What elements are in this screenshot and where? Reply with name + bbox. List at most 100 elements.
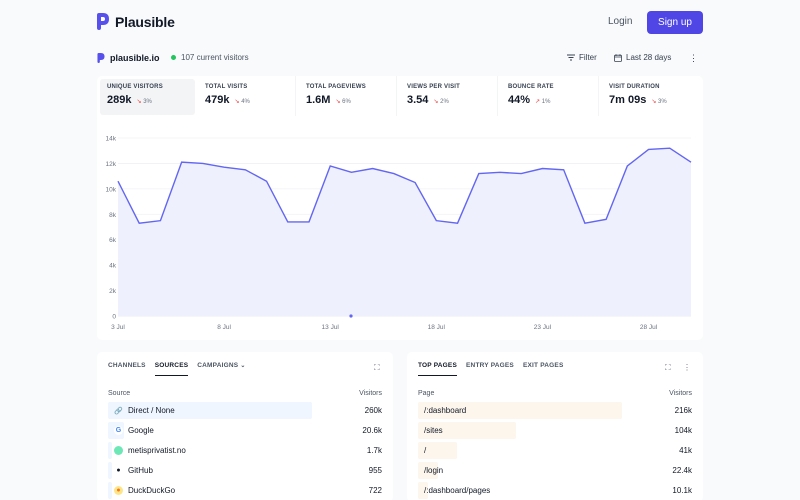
sources-tabs: CHANNELS SOURCES CAMPAIGNS ⌄ [108, 362, 246, 376]
column-header-page: Page [418, 390, 435, 397]
row-label: / [424, 446, 427, 455]
link-icon: 🔗 [114, 407, 123, 415]
row-label: /:dashboard/pages [424, 486, 491, 495]
tab-channels[interactable]: CHANNELS [108, 362, 146, 369]
duckduckgo-icon: ● [114, 486, 123, 495]
top-nav: Plausible Login Sign up [0, 0, 800, 46]
tab-entry-pages[interactable]: ENTRY PAGES [466, 362, 514, 369]
site-favicon-icon [97, 53, 105, 63]
list-item[interactable]: metisprivatist.no 1.7k [108, 442, 382, 459]
sources-card: CHANNELS SOURCES CAMPAIGNS ⌄ ⛶ Source Vi… [97, 352, 393, 500]
row-value: 1.7k [366, 446, 382, 455]
tab-campaigns[interactable]: CAMPAIGNS ⌄ [197, 362, 246, 369]
filter-label: Filter [579, 53, 597, 62]
list-item[interactable]: /login 22.4k [418, 462, 692, 479]
plausible-logo-icon [97, 13, 109, 30]
row-bar [418, 482, 429, 499]
site-header: plausible.io 107 current visitors Filter… [97, 52, 703, 68]
y-tick-label: 0 [112, 314, 116, 321]
metric-total-visits[interactable]: TOTAL VISITS 479k ↘ 4% [195, 76, 296, 116]
x-tick-label: 3 Jul [111, 324, 125, 331]
list-item[interactable]: /sites 104k [418, 422, 692, 439]
arrow-down-icon: ↘ [136, 99, 142, 105]
metric-change: ↘ 4% [234, 99, 250, 105]
list-item[interactable]: G Google 20.6k [108, 422, 382, 439]
metric-views-per-visit[interactable]: VIEWS PER VISIT 3.54 ↘ 2% [397, 76, 498, 116]
more-options-icon[interactable]: ⋮ [689, 53, 698, 63]
filter-button[interactable]: Filter [567, 53, 597, 62]
annotation-marker-icon[interactable] [349, 314, 353, 318]
row-bar [108, 402, 312, 419]
row-bar [418, 422, 516, 439]
y-tick-label: 6k [109, 237, 117, 244]
list-item[interactable]: /:dashboard/pages 10.1k [418, 482, 692, 499]
list-item[interactable]: /:dashboard 216k [418, 402, 692, 419]
metric-bounce-rate[interactable]: BOUNCE RATE 44% ↗ 1% [498, 76, 599, 116]
list-item[interactable]: ● GitHub 955 [108, 462, 382, 479]
date-range-picker[interactable]: Last 28 days [614, 53, 671, 62]
google-icon: G [114, 426, 123, 435]
metric-unique-visitors[interactable]: UNIQUE VISITORS 289k ↘ 3% [100, 79, 195, 115]
row-value: 10.1k [672, 486, 692, 495]
expand-icon[interactable]: ⛶ [374, 363, 380, 372]
more-options-icon[interactable]: ⋮ [683, 363, 691, 372]
arrow-up-icon: ↗ [535, 99, 541, 105]
row-label: /sites [424, 426, 443, 435]
row-label: /login [424, 466, 444, 475]
live-dot-icon [171, 55, 176, 60]
metric-change: ↘ 3% [136, 99, 152, 105]
metric-change: ↘ 3% [651, 99, 667, 105]
filter-icon [567, 54, 575, 61]
metric-value: 7m 09s [609, 94, 647, 106]
arrow-down-icon: ↘ [234, 99, 240, 105]
brand-name: Plausible [115, 13, 175, 30]
metric-label: BOUNCE RATE [508, 84, 554, 90]
list-item[interactable]: / 41k [418, 442, 692, 459]
metric-total-pageviews[interactable]: TOTAL PAGEVIEWS 1.6M ↘ 6% [296, 76, 397, 116]
list-item[interactable]: 🔗 Direct / None 260k [108, 402, 382, 419]
row-value: 41k [679, 446, 692, 455]
row-bar [108, 482, 112, 499]
calendar-icon [614, 53, 622, 62]
row-value: 216k [674, 406, 692, 415]
arrow-down-icon: ↘ [335, 99, 341, 105]
metric-change: ↘ 6% [335, 99, 351, 105]
pages-tabs: TOP PAGES ENTRY PAGES EXIT PAGES [418, 362, 564, 376]
x-tick-label: 23 Jul [534, 324, 552, 331]
brand-logo[interactable]: Plausible [97, 13, 175, 30]
y-tick-label: 8k [109, 212, 117, 219]
site-switcher[interactable]: plausible.io [97, 53, 160, 63]
tab-sources[interactable]: SOURCES [154, 362, 189, 376]
tab-exit-pages[interactable]: EXIT PAGES [522, 362, 564, 369]
row-value: 22.4k [672, 466, 692, 475]
site-name: plausible.io [110, 53, 160, 63]
list-item[interactable]: ● DuckDuckGo 722 [108, 482, 382, 499]
row-value: 722 [368, 486, 382, 495]
signup-button[interactable]: Sign up [647, 11, 703, 34]
x-tick-label: 28 Jul [640, 324, 658, 331]
visitors-chart[interactable]: 0 2k 4k 6k 8k 10k 12k 14k 3 Jul 8 Jul 13 Jul 18 Jul… [97, 128, 703, 340]
row-value: 260k [364, 406, 382, 415]
metric-change: ↘ 2% [433, 99, 449, 105]
x-tick-label: 8 Jul [217, 324, 231, 331]
current-visitors[interactable]: 107 current visitors [171, 53, 249, 62]
row-label: ● DuckDuckGo [114, 486, 175, 495]
x-tick-label: 13 Jul [322, 324, 340, 331]
date-range-label: Last 28 days [626, 53, 672, 62]
tab-top-pages[interactable]: TOP PAGES [418, 362, 458, 376]
login-link[interactable]: Login [608, 16, 633, 27]
metric-value: 1.6M [306, 94, 331, 106]
row-label: G Google [114, 426, 154, 435]
current-visitors-label: 107 current visitors [181, 53, 249, 62]
row-label: metisprivatist.no [114, 446, 186, 455]
column-header-source: Source [108, 390, 131, 397]
expand-icon[interactable]: ⛶ [665, 363, 671, 372]
metric-visit-duration[interactable]: VISIT DURATION 7m 09s ↘ 3% [599, 76, 700, 116]
row-bar [108, 442, 112, 459]
metric-label: TOTAL VISITS [205, 84, 248, 90]
metric-label: VIEWS PER VISIT [407, 84, 461, 90]
row-bar [418, 462, 439, 479]
globe-icon [114, 446, 123, 455]
arrow-down-icon: ↘ [433, 99, 439, 105]
chart-series-line [117, 147, 692, 224]
